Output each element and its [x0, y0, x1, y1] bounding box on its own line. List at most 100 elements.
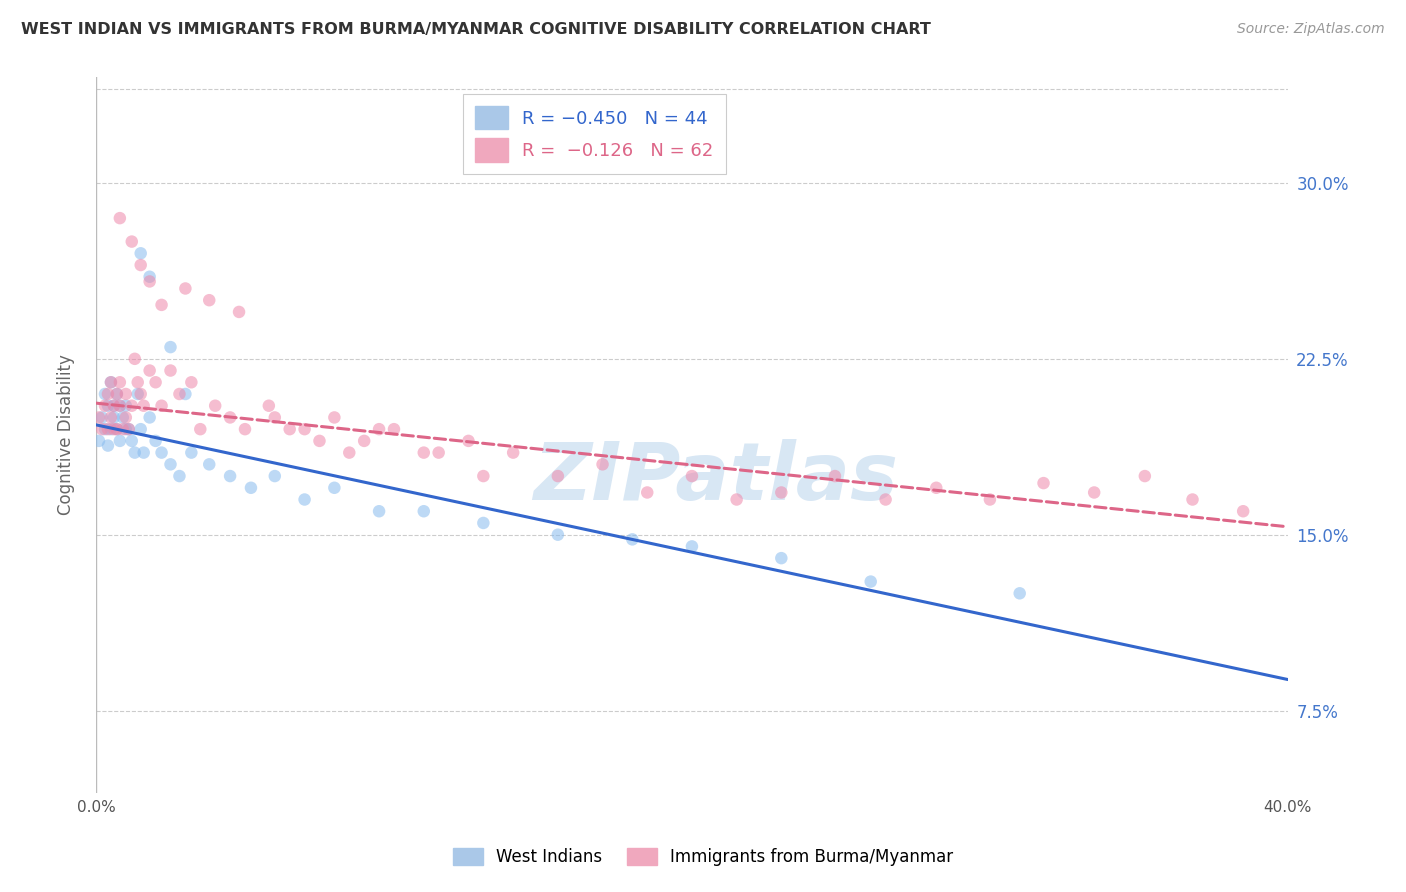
Point: [103, 399, 125, 413]
Point: [121, 434, 143, 448]
Point: [323, 410, 346, 425]
Point: [129, 246, 152, 260]
Point: [547, 469, 569, 483]
Point: [472, 469, 495, 483]
Point: [502, 445, 524, 459]
Point: [725, 492, 748, 507]
Point: [94, 399, 117, 413]
Point: [105, 422, 128, 436]
Point: [105, 387, 128, 401]
Point: [412, 504, 434, 518]
Point: [118, 422, 141, 436]
Point: [169, 387, 191, 401]
Point: [103, 410, 125, 425]
Point: [91, 410, 114, 425]
Point: [100, 376, 122, 390]
Point: [124, 351, 146, 366]
Point: [150, 298, 173, 312]
Point: [118, 422, 141, 436]
Point: [239, 481, 262, 495]
Point: [198, 293, 221, 308]
Point: [368, 422, 391, 436]
Point: [770, 485, 793, 500]
Point: [108, 211, 131, 226]
Point: [180, 445, 202, 459]
Point: [150, 445, 173, 459]
Point: [681, 540, 703, 554]
Point: [108, 434, 131, 448]
Point: [129, 258, 152, 272]
Legend: R = −0.450   N = 44, R =  −0.126   N = 62: R = −0.450 N = 44, R = −0.126 N = 62: [463, 94, 725, 174]
Point: [233, 422, 256, 436]
Point: [1133, 469, 1156, 483]
Point: [121, 399, 143, 413]
Point: [427, 445, 450, 459]
Y-axis label: Cognitive Disability: Cognitive Disability: [58, 355, 75, 516]
Point: [97, 399, 120, 413]
Point: [100, 376, 122, 390]
Point: [875, 492, 897, 507]
Point: [159, 458, 181, 472]
Point: [337, 445, 360, 459]
Point: [94, 422, 117, 436]
Point: [263, 469, 285, 483]
Point: [859, 574, 882, 589]
Point: [1032, 476, 1054, 491]
Point: [382, 422, 405, 436]
Text: Source: ZipAtlas.com: Source: ZipAtlas.com: [1237, 22, 1385, 37]
Point: [159, 363, 181, 377]
Point: [925, 481, 948, 495]
Point: [138, 275, 160, 289]
Point: [108, 399, 131, 413]
Point: [138, 269, 160, 284]
Point: [1008, 586, 1031, 600]
Point: [308, 434, 330, 448]
Point: [457, 434, 479, 448]
Point: [547, 527, 569, 541]
Point: [108, 376, 131, 390]
Point: [103, 422, 125, 436]
Point: [263, 410, 285, 425]
Point: [111, 410, 134, 425]
Point: [1083, 485, 1105, 500]
Point: [1232, 504, 1254, 518]
Point: [150, 399, 173, 413]
Point: [472, 516, 495, 530]
Point: [114, 399, 136, 413]
Point: [770, 551, 793, 566]
Point: [97, 422, 120, 436]
Text: ZIPatlas: ZIPatlas: [533, 439, 898, 517]
Point: [198, 458, 221, 472]
Point: [323, 481, 346, 495]
Point: [111, 422, 134, 436]
Point: [159, 340, 181, 354]
Point: [621, 533, 644, 547]
Point: [100, 422, 122, 436]
Legend: West Indians, Immigrants from Burma/Myanmar: West Indians, Immigrants from Burma/Myan…: [446, 841, 960, 873]
Point: [979, 492, 1001, 507]
Point: [114, 410, 136, 425]
Point: [114, 387, 136, 401]
Point: [174, 281, 197, 295]
Text: WEST INDIAN VS IMMIGRANTS FROM BURMA/MYANMAR COGNITIVE DISABILITY CORRELATION CH: WEST INDIAN VS IMMIGRANTS FROM BURMA/MYA…: [21, 22, 931, 37]
Point: [138, 363, 160, 377]
Point: [108, 399, 131, 413]
Point: [412, 445, 434, 459]
Point: [294, 422, 316, 436]
Point: [87, 410, 110, 425]
Point: [127, 387, 149, 401]
Point: [174, 387, 197, 401]
Point: [105, 387, 128, 401]
Point: [219, 469, 242, 483]
Point: [124, 445, 146, 459]
Point: [681, 469, 703, 483]
Point: [294, 492, 316, 507]
Point: [636, 485, 658, 500]
Point: [204, 399, 226, 413]
Point: [105, 422, 128, 436]
Point: [180, 376, 202, 390]
Point: [353, 434, 375, 448]
Point: [368, 504, 391, 518]
Point: [121, 235, 143, 249]
Point: [94, 387, 117, 401]
